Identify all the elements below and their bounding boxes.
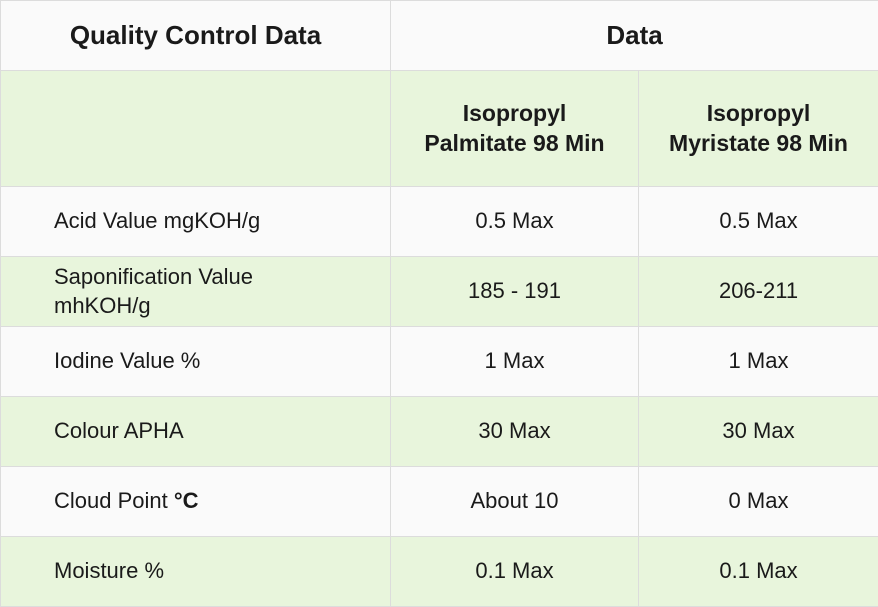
row-label-text: Saponification Value mhKOH/g: [54, 264, 253, 318]
row-label: Saponification Value mhKOH/g: [1, 257, 391, 327]
row-label: Iodine Value %: [1, 327, 391, 397]
value-cell: 0.5 Max: [639, 187, 878, 257]
value-cell: 206-211: [639, 257, 878, 327]
column-header-line: Isopropyl: [639, 99, 878, 129]
value-cell: About 10: [391, 467, 639, 537]
value-cell: 30 Max: [639, 397, 878, 467]
value-cell: 0.1 Max: [391, 537, 639, 607]
column-header-line: Palmitate 98 Min: [391, 129, 638, 159]
row-label-text: Colour APHA: [54, 418, 184, 443]
value-cell: 1 Max: [639, 327, 878, 397]
header-title: Quality Control Data: [1, 1, 391, 71]
row-label-text: Iodine Value %: [54, 348, 200, 373]
row-label: Colour APHA: [1, 397, 391, 467]
value-cell: 0.5 Max: [391, 187, 639, 257]
value-cell: 0.1 Max: [639, 537, 878, 607]
empty-cell: [1, 71, 391, 187]
row-label-text: Cloud Point: [54, 488, 168, 513]
value-cell: 1 Max: [391, 327, 639, 397]
header-row: Quality Control Data Data: [1, 1, 878, 71]
row-label: Acid Value mgKOH/g: [1, 187, 391, 257]
row-label-text: Acid Value mgKOH/g: [54, 208, 260, 233]
row-label: Moisture %: [1, 537, 391, 607]
column-header-line: Myristate 98 Min: [639, 129, 878, 159]
header-group: Data: [391, 1, 878, 71]
row-label: Cloud Point °C: [1, 467, 391, 537]
value-cell: 185 - 191: [391, 257, 639, 327]
row-label-text: Moisture %: [54, 558, 164, 583]
column-header-line: Isopropyl: [391, 99, 638, 129]
value-cell: 0 Max: [639, 467, 878, 537]
value-cell: 30 Max: [391, 397, 639, 467]
row-label-unit: °C: [174, 488, 199, 513]
